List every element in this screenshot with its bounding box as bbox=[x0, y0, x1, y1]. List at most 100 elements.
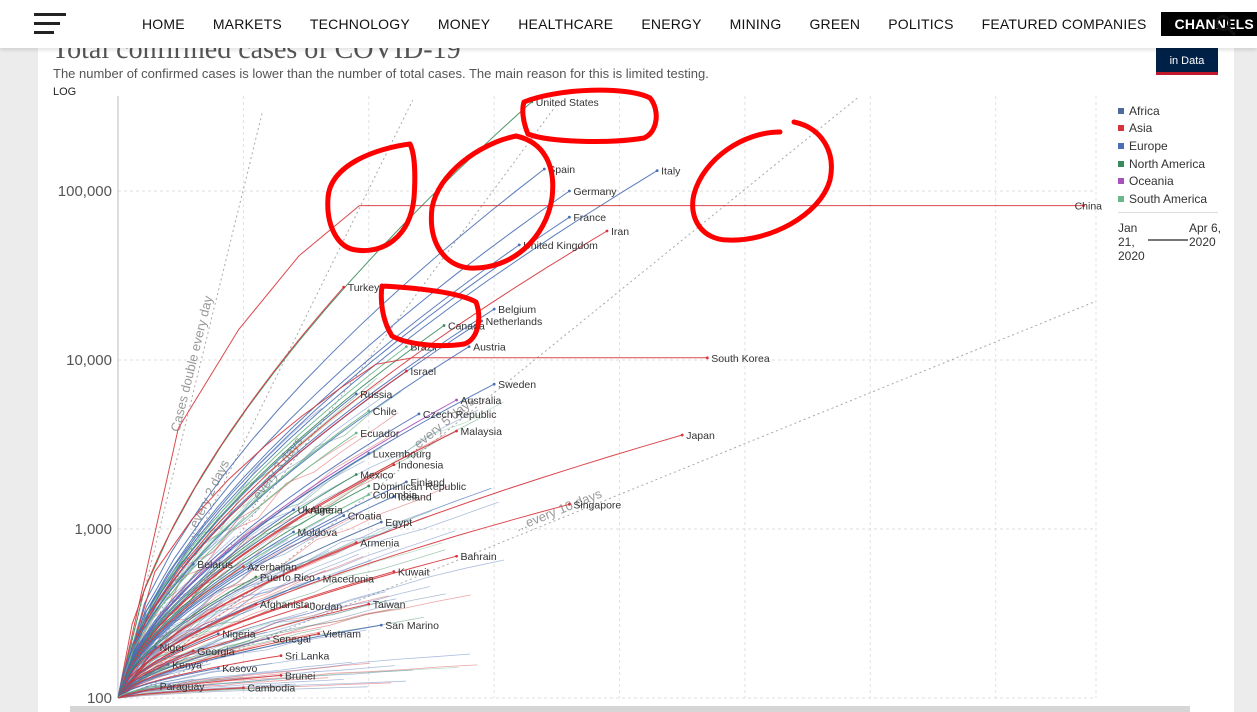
series-label[interactable]: Belgium bbox=[498, 304, 536, 316]
series-line-indonesia[interactable] bbox=[117, 464, 395, 699]
horizontal-scrollbar[interactable] bbox=[70, 706, 1190, 712]
series-label[interactable]: Kosovo bbox=[222, 663, 257, 675]
series-label[interactable]: Georgia bbox=[197, 646, 235, 658]
series-label[interactable]: Spain bbox=[548, 164, 575, 176]
series-line-croatia[interactable] bbox=[117, 515, 344, 699]
series-line-moldova[interactable] bbox=[117, 531, 294, 699]
series-label[interactable]: Israel bbox=[410, 366, 436, 378]
series-label[interactable]: Ecuador bbox=[360, 428, 400, 440]
series-line-belgium[interactable] bbox=[117, 308, 495, 699]
series-line-finland[interactable] bbox=[117, 481, 407, 699]
series-line-czech-republic[interactable] bbox=[117, 413, 420, 699]
series-label[interactable]: Australia bbox=[461, 395, 502, 407]
nav-item-healthcare[interactable]: HEALTHCARE bbox=[518, 16, 614, 32]
timeline-track[interactable] bbox=[1148, 239, 1188, 241]
series-line-belarus[interactable] bbox=[117, 563, 194, 699]
series-label[interactable]: Bahrain bbox=[461, 551, 497, 563]
series-line-australia[interactable] bbox=[117, 399, 457, 699]
series-line-georgia[interactable] bbox=[117, 650, 194, 699]
series-line-egypt[interactable] bbox=[117, 521, 382, 699]
series-line-kosovo[interactable] bbox=[117, 667, 219, 699]
series-line-algeria[interactable] bbox=[117, 509, 307, 699]
series-label[interactable]: Czech Republic bbox=[423, 409, 497, 421]
series-label[interactable]: Mexico bbox=[360, 470, 393, 482]
legend-item-north-america[interactable]: North America bbox=[1118, 155, 1207, 173]
series-label[interactable]: Sweden bbox=[498, 379, 536, 391]
series-label[interactable]: Indonesia bbox=[398, 460, 444, 472]
series-label[interactable]: San Marino bbox=[385, 620, 439, 632]
series-label[interactable]: Germany bbox=[573, 186, 617, 198]
series-label[interactable]: Sri Lanka bbox=[285, 651, 330, 663]
series-line-singapore[interactable] bbox=[117, 503, 570, 699]
series-label[interactable]: Paraguay bbox=[160, 681, 206, 693]
series-label[interactable]: Niger bbox=[160, 642, 186, 654]
series-line-ecuador[interactable] bbox=[117, 432, 357, 699]
series-label[interactable]: Moldova bbox=[298, 527, 338, 539]
series-line-luxembourg[interactable] bbox=[117, 452, 370, 699]
series-line-japan[interactable] bbox=[117, 434, 683, 699]
series-line-senegal[interactable] bbox=[117, 638, 269, 699]
series-line-dominican-republic[interactable] bbox=[117, 485, 370, 699]
series-line-france[interactable] bbox=[117, 216, 570, 699]
series-line-brazil[interactable] bbox=[117, 346, 407, 699]
series-label[interactable]: Austria bbox=[473, 342, 506, 354]
series-line-chile[interactable] bbox=[117, 410, 370, 699]
log-scale-toggle[interactable]: LOG bbox=[53, 86, 77, 98]
nav-item-markets[interactable]: MARKETS bbox=[212, 16, 282, 32]
nav-item-mining[interactable]: MINING bbox=[729, 16, 782, 32]
series-label[interactable]: Iran bbox=[611, 226, 629, 238]
legend-item-europe[interactable]: Europe bbox=[1118, 137, 1207, 155]
series-label[interactable]: Ukraine bbox=[298, 505, 334, 517]
legend-item-oceania[interactable]: Oceania bbox=[1118, 172, 1207, 190]
series-line-paraguay[interactable] bbox=[117, 685, 156, 699]
series-label[interactable]: France bbox=[573, 212, 606, 224]
series-line-israel[interactable] bbox=[117, 370, 407, 699]
series-line-bahrain[interactable] bbox=[117, 555, 457, 699]
series-label[interactable]: Russia bbox=[360, 389, 392, 401]
series-label[interactable]: Netherlands bbox=[486, 316, 543, 328]
series-line-vietnam[interactable] bbox=[117, 633, 319, 699]
series-label[interactable]: China bbox=[1075, 201, 1103, 213]
series-label[interactable]: Croatia bbox=[348, 511, 382, 523]
series-label[interactable]: Afghanistan bbox=[260, 599, 316, 611]
series-label[interactable]: Turkey bbox=[348, 282, 380, 294]
series-label[interactable]: Japan bbox=[686, 430, 715, 442]
series-line-ukraine[interactable] bbox=[117, 509, 294, 699]
series-label[interactable]: Algeria bbox=[310, 505, 343, 517]
series-label[interactable]: Macedonia bbox=[323, 573, 375, 585]
series-line-afghanistan[interactable] bbox=[117, 603, 257, 699]
series-line-russia[interactable] bbox=[117, 393, 357, 699]
legend-item-south-america[interactable]: South America bbox=[1118, 190, 1207, 208]
series-label[interactable]: Jordan bbox=[310, 601, 342, 613]
series-line-south-korea[interactable] bbox=[117, 357, 708, 699]
series-line-iran[interactable] bbox=[117, 230, 608, 699]
nav-item-politics[interactable]: POLITICS bbox=[888, 16, 954, 32]
series-line-sri-lanka[interactable] bbox=[117, 655, 282, 699]
nav-item-money[interactable]: MONEY bbox=[437, 16, 491, 32]
nav-item-home[interactable]: HOME bbox=[142, 16, 185, 32]
series-label[interactable]: Belarus bbox=[197, 559, 233, 571]
series-label[interactable]: Azerbaijan bbox=[247, 561, 297, 573]
series-label[interactable]: Cambodia bbox=[247, 683, 295, 695]
legend-item-asia[interactable]: Asia bbox=[1118, 120, 1207, 138]
series-line-kuwait[interactable] bbox=[117, 571, 394, 699]
series-line-kenya[interactable] bbox=[117, 663, 169, 699]
series-label[interactable]: Puerto Rico bbox=[260, 572, 315, 584]
series-line-brunei[interactable] bbox=[117, 674, 282, 699]
series-line-azerbaijan[interactable] bbox=[117, 566, 244, 699]
owid-logo[interactable]: in Data bbox=[1156, 48, 1218, 75]
nav-item-technology[interactable]: TECHNOLOGY bbox=[309, 16, 410, 32]
series-label[interactable]: Egypt bbox=[385, 517, 412, 529]
series-line-spain[interactable] bbox=[117, 168, 545, 699]
series-line-puerto-rico[interactable] bbox=[117, 576, 257, 699]
series-label[interactable]: Italy bbox=[661, 166, 681, 178]
series-label[interactable]: Singapore bbox=[573, 499, 621, 511]
series-label[interactable]: Luxembourg bbox=[373, 448, 432, 460]
nav-item-channels[interactable]: CHANNELS bbox=[1160, 12, 1257, 36]
search-icon[interactable] bbox=[1214, 14, 1236, 36]
series-label[interactable]: Senegal bbox=[272, 633, 311, 645]
series-label[interactable]: Taiwan bbox=[373, 599, 406, 611]
series-line-jordan[interactable] bbox=[117, 605, 307, 699]
series-label[interactable]: Iceland bbox=[398, 491, 432, 503]
series-line-nigeria[interactable] bbox=[117, 633, 219, 699]
